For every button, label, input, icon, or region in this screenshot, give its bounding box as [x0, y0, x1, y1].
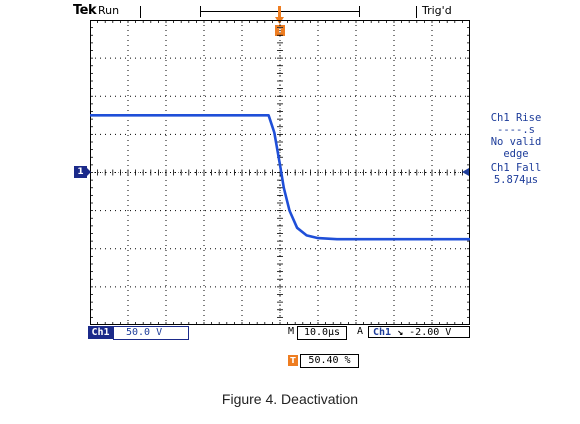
trigger-level: -2.00 V — [409, 327, 452, 338]
rise-note-1: No valid — [490, 136, 542, 148]
brand-logo: Tek — [73, 3, 97, 18]
timebase-prefix: M — [288, 326, 295, 337]
ch1-reference-marker[interactable]: 1 — [74, 166, 87, 178]
timebase-readout[interactable]: 10.0µs — [297, 326, 347, 340]
ch1-reference-arrow-icon — [86, 167, 91, 177]
trigger-position-left-bracket — [200, 6, 201, 17]
trigger-source: Ch1 — [373, 327, 392, 338]
falling-edge-icon: ↘ — [397, 327, 404, 338]
rise-note-2: edge — [503, 148, 529, 160]
trigger-position-right-bracket — [359, 6, 360, 17]
fall-label: Ch1 Fall — [490, 162, 542, 174]
measurement-panel: Ch1 Rise ----.s No valid edge Ch1 Fall 5… — [484, 112, 548, 186]
trigger-prefix: A — [357, 326, 364, 337]
figure-caption: Figure 4. Deactivation — [221, 391, 359, 407]
trigger-state: Trig'd — [422, 4, 452, 17]
ch1-trace — [90, 114, 470, 241]
trigger-position-readout[interactable]: 50.40 % — [300, 354, 359, 368]
fall-value: 5.874µs — [493, 174, 539, 186]
waveform-screen[interactable] — [90, 20, 470, 325]
trigger-readout[interactable]: Ch1 ↘ -2.00 V — [368, 326, 470, 338]
acquisition-status: Run — [98, 4, 120, 17]
graticule — [90, 20, 470, 325]
trigger-level-arrow-icon — [462, 168, 469, 176]
channel-tag[interactable]: Ch1 — [88, 326, 113, 339]
rise-label: Ch1 Rise — [490, 112, 542, 124]
ch1-scale-readout[interactable]: 50.0 V — [113, 326, 189, 340]
topbar-divider — [140, 6, 141, 18]
rise-value: ----.s — [497, 124, 535, 136]
topbar-divider — [416, 6, 417, 18]
trigger-flag-icon: T — [288, 355, 298, 366]
